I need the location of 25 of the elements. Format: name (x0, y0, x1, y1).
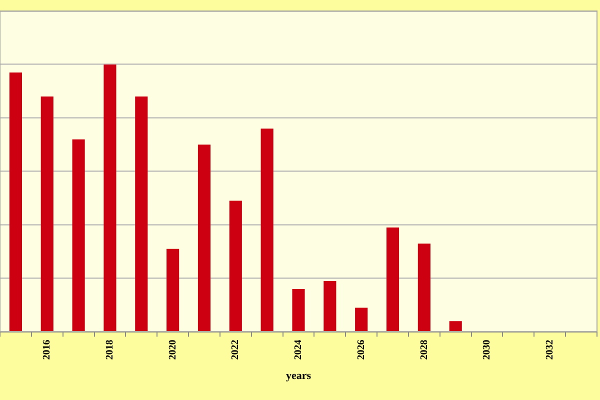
bar (324, 281, 336, 332)
bar (104, 64, 116, 332)
bar (135, 96, 148, 332)
x-axis-title: years (286, 370, 312, 382)
bar (40, 96, 54, 332)
bar (260, 128, 274, 332)
x-tick-label: 2028 (418, 340, 430, 360)
x-tick-label: 2026 (356, 340, 367, 360)
bar (229, 200, 242, 332)
bar (198, 144, 211, 332)
x-tick-label: 2032 (544, 340, 556, 360)
bar (292, 289, 305, 332)
x-tick-label: 2016 (42, 340, 53, 360)
x-tick-label: 2024 (293, 340, 304, 360)
bar (355, 308, 368, 332)
x-tick-label: 2020 (167, 340, 178, 360)
bar (72, 139, 85, 332)
x-tick-label: 2018 (104, 340, 116, 360)
bar (166, 248, 180, 332)
bar (418, 244, 430, 332)
bar (386, 228, 400, 332)
x-tick-label: 2030 (482, 340, 493, 360)
x-tick-label: 2022 (230, 340, 242, 360)
bar (9, 72, 22, 332)
bar (449, 321, 462, 332)
